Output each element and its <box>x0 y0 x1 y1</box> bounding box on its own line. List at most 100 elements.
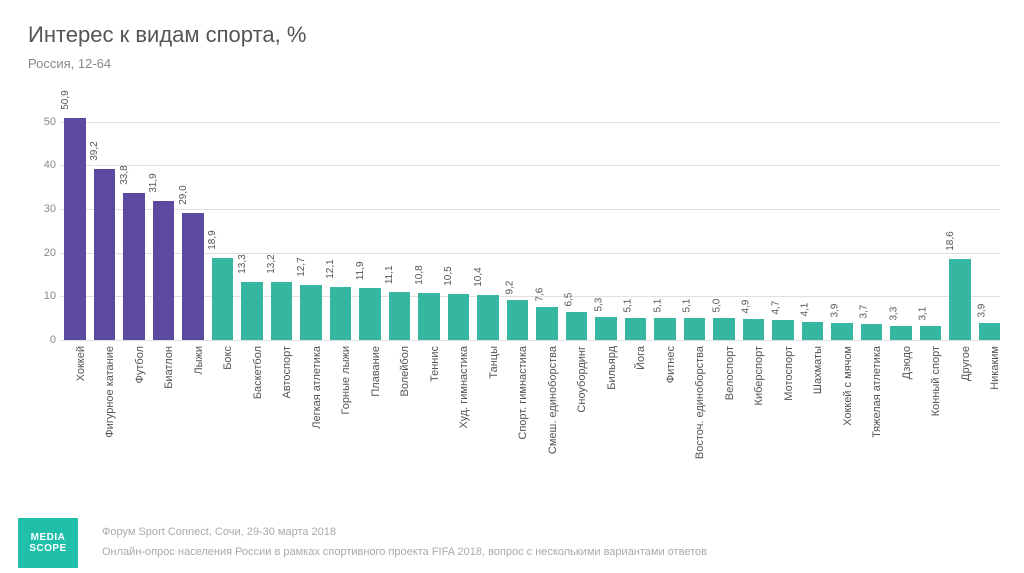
bar-value-label: 10,8 <box>414 265 425 284</box>
bar-value-label: 12,1 <box>325 260 336 279</box>
x-axis-label: Худ. гимнастика <box>458 346 470 429</box>
bar: 3,3 <box>890 326 912 340</box>
bar: 18,6 <box>949 259 971 340</box>
x-axis-label: Бильярд <box>606 346 618 390</box>
bar-value-label: 3,1 <box>918 307 929 321</box>
footer-line1: Форум Sport Connect, Сочи, 29-30 марта 2… <box>102 523 707 543</box>
bar-slot: 3,1 <box>920 326 942 340</box>
x-axis-label: Тяжелая атлетика <box>871 346 883 438</box>
x-axis-label: Горные лыжи <box>340 346 352 414</box>
bar-value-label: 5,1 <box>682 298 693 312</box>
x-axis-label: Футбол <box>134 346 146 384</box>
bar-slot: 18,9 <box>212 258 234 340</box>
bar: 13,3 <box>241 282 263 340</box>
x-axis-label: Шахматы <box>812 346 824 394</box>
x-axis-label: Смеш. единоборства <box>547 346 559 454</box>
bar: 5,1 <box>625 318 647 340</box>
y-tick-label: 40 <box>32 159 56 171</box>
bar-value-label: 4,7 <box>770 300 781 314</box>
bar: 6,5 <box>566 312 588 340</box>
mediascope-logo: MEDIA SCOPE <box>18 518 78 568</box>
bar-slot: 10,4 <box>477 295 499 340</box>
bars-container: 50,939,233,831,929,018,913,313,212,712,1… <box>60 100 1000 340</box>
x-axis-label: Спорт. гимнастика <box>517 346 529 440</box>
bar-slot: 4,9 <box>743 319 765 340</box>
gridline <box>60 340 1000 341</box>
bar-slot: 6,5 <box>566 312 588 340</box>
x-axis-label: Плавание <box>370 346 382 397</box>
bar: 5,1 <box>654 318 676 340</box>
bar-slot: 5,0 <box>713 318 735 340</box>
chart-subtitle: Россия, 12-64 <box>28 56 111 71</box>
bar-slot: 13,2 <box>271 282 293 340</box>
bar-value-label: 5,1 <box>623 298 634 312</box>
bar: 5,0 <box>713 318 735 340</box>
bar-slot: 31,9 <box>153 201 175 340</box>
y-tick-label: 20 <box>32 247 56 259</box>
bar: 10,4 <box>477 295 499 340</box>
x-axis-label: Велоспорт <box>724 346 736 400</box>
bar-slot: 5,3 <box>595 317 617 340</box>
bar-slot: 10,5 <box>448 294 470 340</box>
bar-value-label: 5,3 <box>593 298 604 312</box>
bar-slot: 7,6 <box>536 307 558 340</box>
bar-slot: 5,1 <box>654 318 676 340</box>
x-axis-label: Никаким <box>989 346 1001 390</box>
bar: 4,9 <box>743 319 765 340</box>
x-axis-label: Фитнес <box>665 346 677 383</box>
x-axis-label: Конный спорт <box>930 346 942 416</box>
footer-line2: Онлайн-опрос населения России в рамках с… <box>102 543 707 563</box>
bar: 13,2 <box>271 282 293 340</box>
chart-title: Интерес к видам спорта, % <box>28 22 306 48</box>
bar-value-label: 33,8 <box>119 165 130 184</box>
chart-plot-area: 01020304050 50,939,233,831,929,018,913,3… <box>60 100 1000 340</box>
bar-slot: 10,8 <box>418 293 440 340</box>
x-axis-label: Баскетбол <box>252 346 264 399</box>
bar-slot: 50,9 <box>64 118 86 340</box>
bar-value-label: 12,7 <box>296 257 307 276</box>
bar-slot: 3,7 <box>861 324 883 340</box>
bar: 18,9 <box>212 258 234 340</box>
bar: 9,2 <box>507 300 529 340</box>
x-axis-label: Теннис <box>429 346 441 382</box>
x-axis-label: Восточ. единоборства <box>694 346 706 459</box>
x-axis-label: Волейбол <box>399 346 411 397</box>
bar-value-label: 18,9 <box>207 230 218 249</box>
x-axis-label: Легкая атлетика <box>311 346 323 429</box>
bar: 10,5 <box>448 294 470 340</box>
logo-line2: SCOPE <box>29 543 67 554</box>
bar-value-label: 10,5 <box>443 266 454 285</box>
bar-value-label: 10,4 <box>473 267 484 286</box>
bar-slot: 33,8 <box>123 193 145 340</box>
bar: 12,7 <box>300 285 322 340</box>
bar-value-label: 9,2 <box>505 281 516 295</box>
bar-value-label: 7,6 <box>534 287 545 301</box>
bar: 4,1 <box>802 322 824 340</box>
bar: 5,3 <box>595 317 617 340</box>
footer-text: Форум Sport Connect, Сочи, 29-30 марта 2… <box>102 523 707 563</box>
x-axis-label: Фигурное катание <box>104 346 116 438</box>
bar-slot: 18,6 <box>949 259 971 340</box>
bar-value-label: 13,2 <box>266 255 277 274</box>
bar: 12,1 <box>330 287 352 340</box>
bar: 10,8 <box>418 293 440 340</box>
footer: MEDIA SCOPE Форум Sport Connect, Сочи, 2… <box>0 513 1024 573</box>
bar-value-label: 50,9 <box>60 90 71 109</box>
bar: 11,9 <box>359 288 381 340</box>
x-axis-label: Автоспорт <box>281 346 293 398</box>
bar-value-label: 13,3 <box>237 254 248 273</box>
bar-slot: 12,1 <box>330 287 352 340</box>
bar-value-label: 3,3 <box>888 306 899 320</box>
bar: 4,7 <box>772 320 794 341</box>
bar-value-label: 11,9 <box>355 261 366 280</box>
bar: 33,8 <box>123 193 145 340</box>
bar-slot: 13,3 <box>241 282 263 340</box>
bar-value-label: 18,6 <box>945 231 956 250</box>
bar: 3,7 <box>861 324 883 340</box>
x-axis-label: Сноубординг <box>576 346 588 413</box>
bar-value-label: 3,7 <box>859 305 870 319</box>
bar: 29,0 <box>182 213 204 340</box>
y-tick-label: 50 <box>32 116 56 128</box>
bar-value-label: 5,0 <box>711 299 722 313</box>
logo-line1: MEDIA <box>31 532 66 543</box>
